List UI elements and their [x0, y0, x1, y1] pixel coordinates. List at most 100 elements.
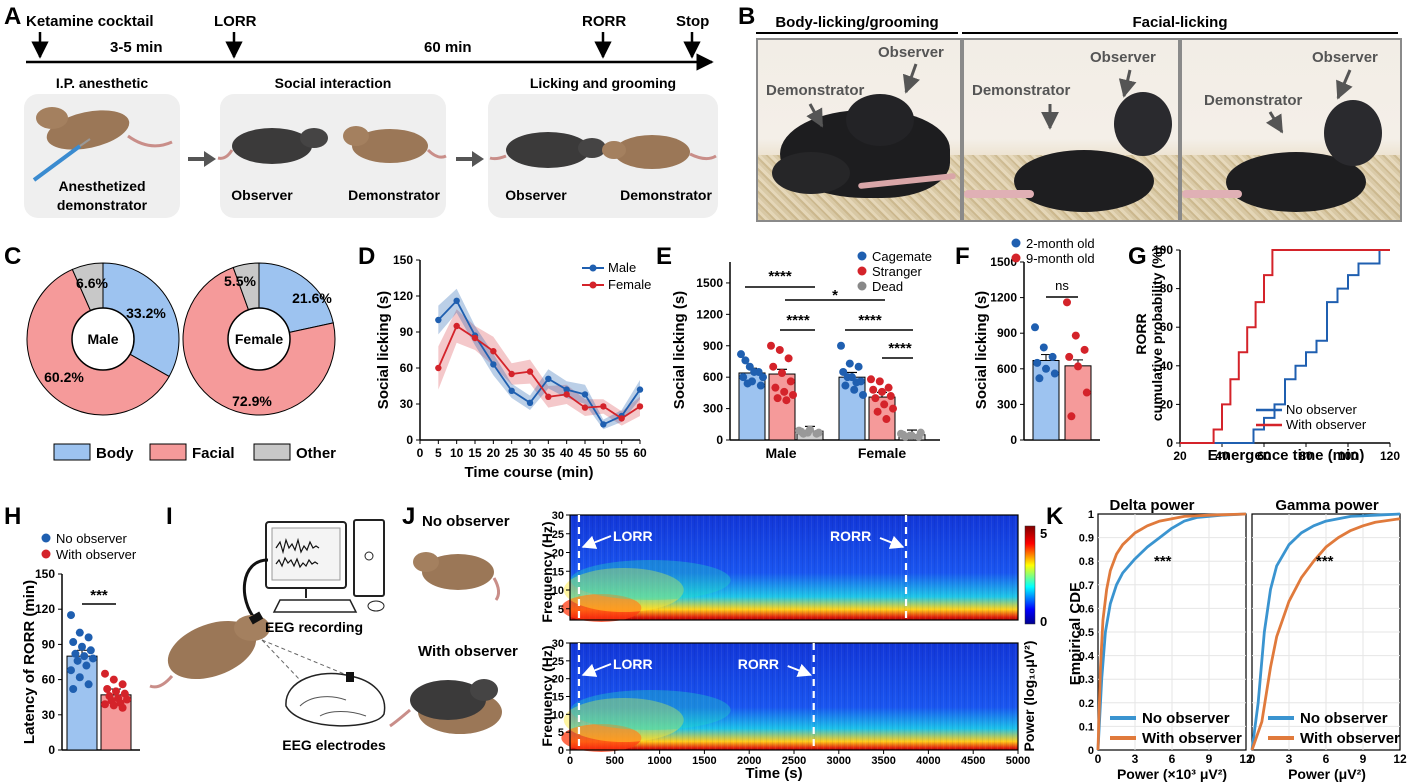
pct-female-facial: 72.9%: [232, 393, 272, 409]
donut-center-male: Male: [87, 331, 118, 347]
x-tick-label: 45: [578, 446, 592, 460]
ylabel-d: Social licking (s): [375, 291, 392, 409]
ylabel-j-top: Frequency (Hz): [539, 521, 555, 622]
ylabel-j-bottom: Frequency (Hz): [539, 645, 555, 746]
x-tick-label: 1500: [692, 755, 716, 767]
scatter-dot: [850, 385, 859, 394]
bar-chart-f: 0 300 600 900 1200 1500 ns: [990, 255, 1100, 447]
x-tick-label: 0: [1249, 752, 1256, 766]
scatter-dot: [756, 381, 765, 390]
scatter-dot: [873, 407, 882, 416]
y-tick-label: 0.6: [1079, 603, 1094, 615]
scatter-dot: [1071, 331, 1080, 340]
scatter-dot: [769, 362, 778, 371]
y-tick-label: 0: [1088, 745, 1094, 757]
legend-label-facial: Facial: [192, 445, 235, 462]
legend-label-body: Body: [96, 445, 134, 462]
bar-chart-h: 0 30 60 90 120 150 ***: [35, 567, 140, 757]
legend-label-no-observer-k1: No observer: [1142, 710, 1230, 727]
panel-j: J No observer With observer 5 10 15 20 25 30 L…: [389, 503, 1047, 782]
legend-label-dead: Dead: [872, 279, 903, 294]
legend-label-with-observer-k1: With observer: [1142, 730, 1242, 747]
y-tick-label: 90: [42, 637, 56, 651]
spectrogram-texture: [570, 643, 1018, 750]
scatter-dot: [884, 383, 893, 392]
y-tick-label: 20: [1160, 397, 1174, 411]
y-tick-label: 0: [1166, 436, 1173, 450]
x-tick-label: 30: [523, 446, 537, 460]
pct-female-other: 5.5%: [224, 273, 256, 289]
scatter-dot: [1082, 388, 1091, 397]
data-point: [490, 361, 497, 368]
panel-letter-j: J: [402, 503, 415, 530]
panel-letter-a: A: [4, 3, 21, 30]
legend-dot-2month: [1011, 238, 1021, 248]
y-tick-label: 25: [552, 529, 564, 541]
x-tick-label: 2000: [737, 755, 761, 767]
scatter-dot: [778, 368, 786, 377]
scatter-dot: [786, 377, 795, 386]
scatter-dot: [782, 396, 791, 405]
scatter-dot: [737, 350, 745, 359]
event-rorr: RORR: [582, 13, 626, 30]
scatter-dot: [908, 431, 916, 440]
caption-anesth-2: demonstrator: [57, 197, 148, 213]
rorr-label: RORR: [830, 528, 871, 544]
legend-label-9month: 9-month old: [1026, 251, 1095, 266]
scatter-dot: [889, 404, 897, 413]
scatter-dot: [1035, 374, 1044, 383]
legend-label-cagemate: Cagemate: [872, 249, 932, 264]
scatter-dot: [750, 367, 759, 376]
y-tick-label: 300: [997, 397, 1017, 411]
x-category-label: Male: [765, 445, 796, 461]
data-point: [508, 370, 515, 378]
pct-female-body: 21.6%: [292, 290, 332, 306]
panel-letter-c: C: [4, 243, 21, 270]
x-tick-label: 3500: [871, 755, 895, 767]
y-tick-label: 80: [1160, 282, 1174, 296]
cdf-line: [1250, 517, 1401, 751]
x-tick-label: 1000: [647, 755, 671, 767]
scatter-dot: [741, 356, 750, 365]
panel-letter-f: F: [955, 243, 970, 270]
panel-k: K 0 3 6 9 1200.10.20.30.40.50.60.70.80.910 3 6…: [1046, 497, 1407, 782]
header-body-licking: Body-licking/grooming: [775, 14, 938, 31]
y-tick-label: 0.2: [1079, 698, 1094, 710]
sig-k-delta: ***: [1154, 553, 1172, 570]
legend-label-no-observer-h: No observer: [56, 531, 127, 546]
legend-dot-female: [589, 281, 597, 289]
panel-b: B Body-licking/grooming Facial-licking: [738, 3, 1398, 134]
cdf-charts-k: 0 3 6 9 1200.10.20.30.40.50.60.70.80.910 3 6 9 1…: [1079, 509, 1407, 766]
x-tick-label: 3000: [827, 755, 851, 767]
flow-arrow-2: [456, 151, 484, 167]
arrow-demonstrator-b1: [806, 103, 824, 128]
y-tick-label: 150: [393, 253, 413, 267]
mouse-demonstrator-a1-icon: [343, 126, 447, 163]
step-line: [1180, 249, 1390, 444]
sig-k-gamma: ***: [1316, 553, 1334, 570]
x-tick-label: 25: [505, 446, 519, 460]
scatter-dot: [859, 390, 867, 399]
ylabel-g-2: cumulative probability (%): [1149, 247, 1165, 421]
scatter-dot: [1039, 343, 1048, 352]
scatter-dot: [780, 387, 789, 396]
scatter-dot: [80, 652, 89, 661]
event-lorr: LORR: [214, 13, 257, 30]
label-observer-b3: Observer: [1312, 49, 1378, 66]
series-line: [437, 299, 641, 426]
scatter-dot: [1048, 352, 1057, 361]
data-point: [600, 421, 607, 428]
panel-letter-k: K: [1046, 503, 1064, 530]
y-tick-label: 30: [400, 397, 414, 411]
rorr-arrow: [787, 663, 813, 677]
spectral-burst: [570, 690, 731, 730]
scatter-dot: [78, 642, 86, 651]
legend-swatch-facial: [149, 443, 187, 461]
donut-hole-female: [227, 307, 291, 371]
ylabel-g-1: RORR: [1133, 313, 1149, 354]
scatter-dot: [1065, 352, 1074, 361]
scatter-dot: [1063, 298, 1071, 307]
bar: [1064, 365, 1092, 441]
scatter-dot: [101, 669, 109, 678]
